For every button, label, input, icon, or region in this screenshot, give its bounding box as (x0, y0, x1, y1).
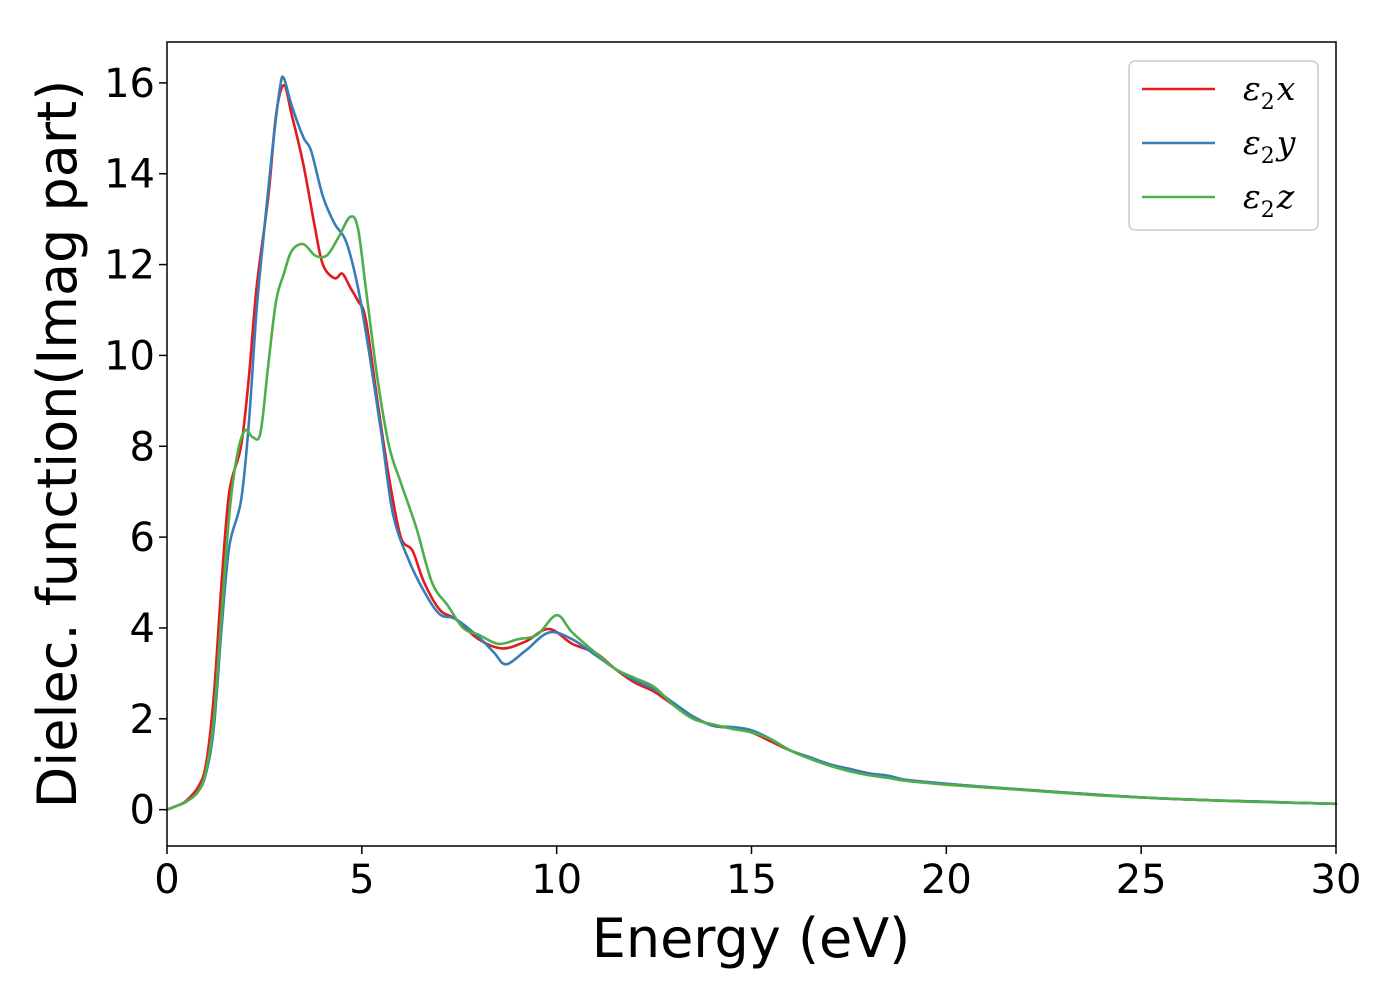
legend-subscript: 2 (1261, 90, 1275, 115)
y-axis-title: Dielec. function(Imag part) (26, 80, 89, 809)
series-line-z (167, 216, 1336, 809)
legend-epsilon: ε (1243, 177, 1261, 216)
y-tick-label: 6 (130, 515, 155, 561)
y-tick-label: 8 (130, 424, 155, 470)
legend-variable: x (1277, 69, 1296, 108)
legend-subscript: 2 (1261, 144, 1275, 169)
y-axis: 0 2 4 6 8 10 12 14 16 (104, 61, 167, 834)
x-tick-label: 0 (154, 857, 179, 903)
y-tick-label: 2 (130, 697, 155, 743)
legend-variable: z (1276, 177, 1295, 216)
legend-epsilon: ε (1243, 123, 1261, 162)
y-tick-label: 4 (130, 606, 155, 652)
legend-subscript: 2 (1261, 198, 1275, 223)
x-tick-label: 10 (531, 857, 582, 903)
x-tick-label: 5 (349, 857, 374, 903)
y-tick-label: 14 (104, 152, 155, 198)
x-axis: 0 5 10 15 20 25 30 (154, 846, 1361, 903)
legend-epsilon: ε (1243, 69, 1261, 108)
x-tick-label: 30 (1311, 857, 1362, 903)
x-tick-label: 20 (921, 857, 972, 903)
y-tick-label: 0 (130, 788, 155, 834)
legend-variable: y (1275, 123, 1296, 162)
y-tick-label: 10 (104, 333, 155, 379)
y-tick-label: 12 (104, 243, 155, 289)
x-tick-label: 15 (726, 857, 777, 903)
y-tick-label: 16 (104, 61, 155, 107)
x-axis-title: Energy (eV) (592, 907, 911, 970)
x-tick-label: 25 (1116, 857, 1167, 903)
